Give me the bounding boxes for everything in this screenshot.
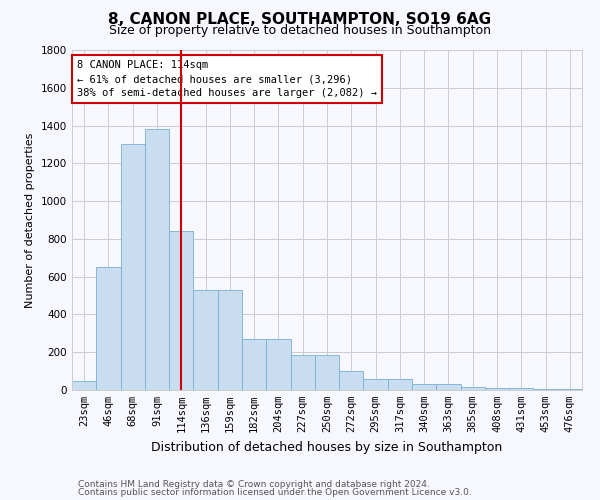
Text: 8 CANON PLACE: 114sqm
← 61% of detached houses are smaller (3,296)
38% of semi-d: 8 CANON PLACE: 114sqm ← 61% of detached … — [77, 60, 377, 98]
Bar — [388, 378, 412, 390]
Bar — [121, 144, 145, 390]
Bar — [461, 387, 485, 390]
Bar — [339, 371, 364, 390]
Text: Contains public sector information licensed under the Open Government Licence v3: Contains public sector information licen… — [78, 488, 472, 497]
Bar — [242, 339, 266, 390]
Y-axis label: Number of detached properties: Number of detached properties — [25, 132, 35, 308]
Text: 8, CANON PLACE, SOUTHAMPTON, SO19 6AG: 8, CANON PLACE, SOUTHAMPTON, SO19 6AG — [109, 12, 491, 26]
Bar — [315, 355, 339, 390]
Bar — [72, 380, 96, 390]
X-axis label: Distribution of detached houses by size in Southampton: Distribution of detached houses by size … — [151, 440, 503, 454]
Bar — [509, 388, 533, 390]
Bar — [412, 384, 436, 390]
Bar — [436, 384, 461, 390]
Bar — [533, 389, 558, 390]
Bar — [193, 290, 218, 390]
Text: Contains HM Land Registry data © Crown copyright and database right 2024.: Contains HM Land Registry data © Crown c… — [78, 480, 430, 489]
Bar — [558, 389, 582, 390]
Bar — [266, 339, 290, 390]
Text: Size of property relative to detached houses in Southampton: Size of property relative to detached ho… — [109, 24, 491, 37]
Bar — [169, 232, 193, 390]
Bar — [145, 130, 169, 390]
Bar — [96, 267, 121, 390]
Bar — [218, 290, 242, 390]
Bar — [364, 378, 388, 390]
Bar — [290, 355, 315, 390]
Bar — [485, 388, 509, 390]
